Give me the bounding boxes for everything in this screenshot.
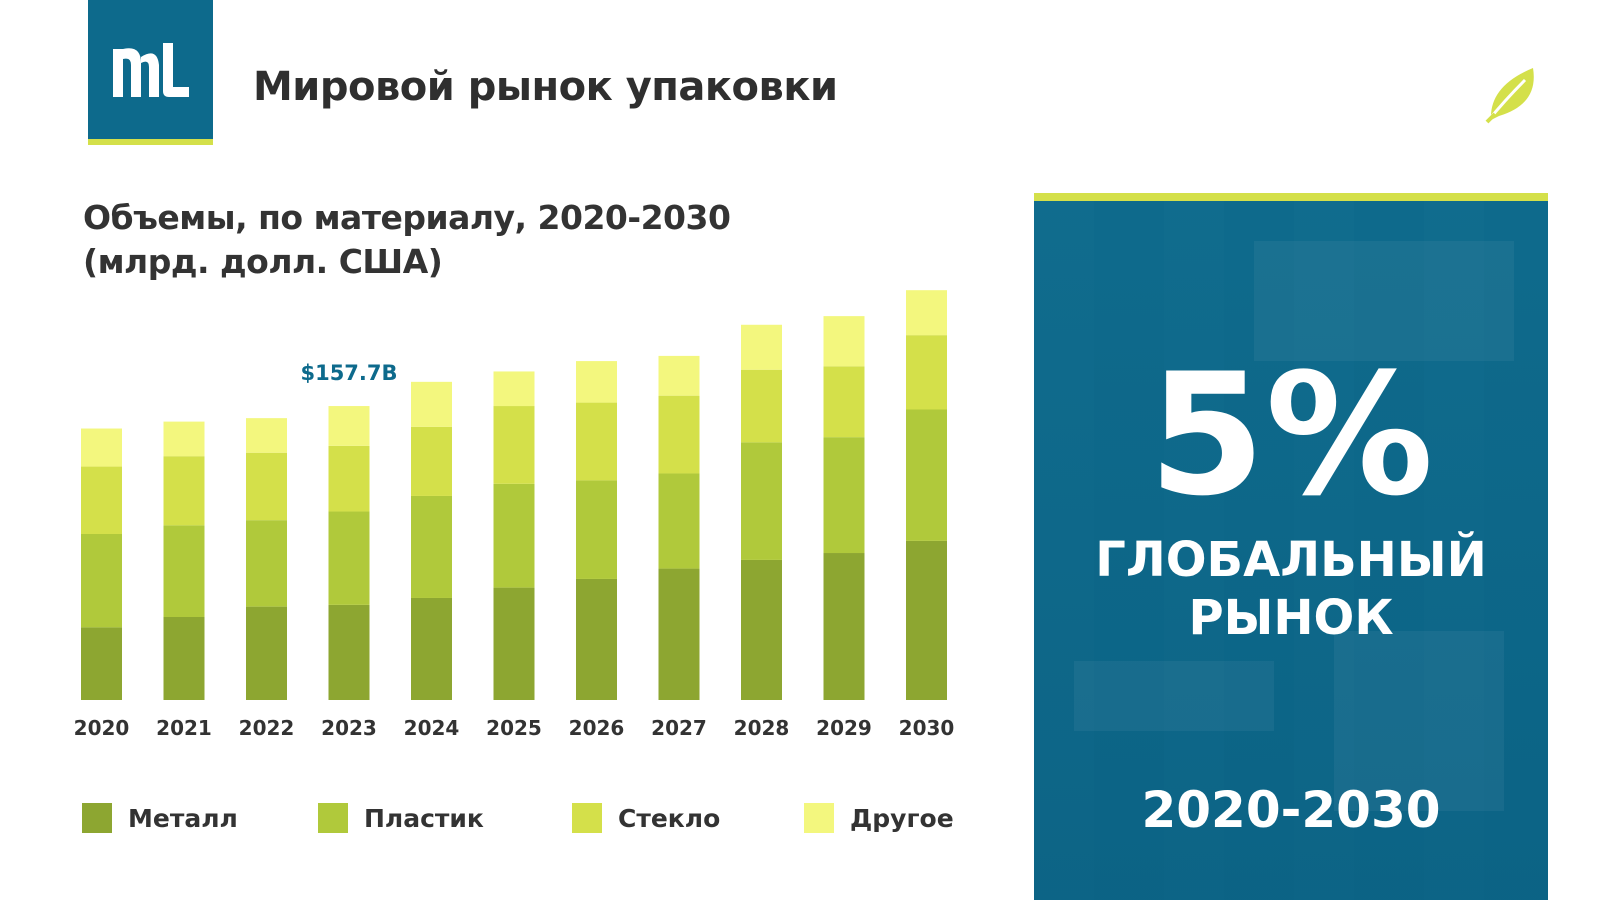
logo-mark-icon (112, 42, 189, 97)
legend-label: Другое (850, 803, 954, 833)
chart-title: Объемы, по материалу, 2020-2030 (млрд. д… (83, 196, 943, 284)
panel-background-shape (1254, 241, 1514, 361)
bar-segment-2024-2 (411, 426, 452, 496)
stat-panel: 5% ГЛОБАЛЬНЫЙ РЫНОК 2020-2030 (1034, 193, 1548, 900)
legend-swatch (804, 803, 834, 833)
x-tick-label: 2022 (239, 716, 295, 740)
bar-segment-2020-0 (81, 627, 122, 700)
x-tick-label: 2020 (74, 716, 130, 740)
bar-segment-2026-2 (576, 402, 617, 481)
bar-segment-2030-2 (906, 335, 947, 410)
x-tick-label: 2028 (734, 716, 790, 740)
bar-segment-2020-3 (81, 428, 122, 467)
bar-segment-2021-1 (163, 525, 205, 617)
x-tick-label: 2024 (404, 716, 460, 740)
bar-segment-2025-1 (493, 483, 535, 588)
panel-subtitle-line-2: РЫНОК (1188, 590, 1394, 646)
bar-annotation-label: $157.7B (300, 361, 397, 385)
bar-segment-2026-0 (576, 578, 617, 700)
legend-swatch (318, 803, 348, 833)
bar-segment-2023-1 (328, 511, 370, 605)
x-tick-label: 2030 (899, 716, 955, 740)
bar-segment-2024-3 (411, 381, 452, 427)
x-tick-label: 2025 (486, 716, 542, 740)
bar-segment-2024-1 (411, 495, 452, 598)
bar-segment-2022-2 (246, 452, 287, 521)
chart-title-line-2: (млрд. долл. США) (83, 242, 443, 281)
panel-subtitle: ГЛОБАЛЬНЫЙ РЫНОК (1034, 531, 1548, 647)
bar-segment-2022-3 (246, 418, 287, 453)
bar-segment-2029-1 (823, 437, 865, 554)
bar-segment-2030-1 (906, 409, 947, 541)
legend-label: Пластик (364, 803, 484, 833)
x-tick-label: 2029 (816, 716, 872, 740)
bar-segment-2028-0 (741, 559, 782, 700)
legend-item: Металл (82, 803, 238, 833)
bar-segment-2021-3 (163, 421, 205, 457)
panel-background-shape (1334, 631, 1504, 811)
bar-segment-2030-3 (906, 290, 947, 336)
legend-label: Стекло (618, 803, 721, 833)
bar-segment-2020-1 (81, 534, 122, 628)
bar-segment-2023-0 (328, 604, 370, 700)
stacked-bar-chart: 2020 2021 2022 2023 $157.7B 2024 2025 2026 2027 2… (74, 290, 955, 740)
bar-segment-2028-3 (741, 324, 782, 370)
bar-segment-2021-0 (163, 617, 205, 700)
bar-segment-2029-0 (823, 553, 865, 700)
bar-segment-2026-3 (576, 361, 617, 403)
bar-segment-2022-0 (246, 606, 287, 700)
bar-segment-2027-1 (658, 473, 700, 569)
x-tick-label: 2027 (651, 716, 707, 740)
x-tick-label: 2021 (156, 716, 212, 740)
x-tick-label: 2026 (569, 716, 625, 740)
bar-segment-2025-2 (493, 406, 535, 484)
panel-period: 2020-2030 (1141, 781, 1441, 839)
bar-segment-2021-2 (163, 456, 205, 526)
logo (88, 0, 213, 145)
legend-item: Стекло (572, 803, 720, 833)
legend-item: Другое (804, 803, 954, 833)
panel-subtitle-line-1: ГЛОБАЛЬНЫЙ (1095, 532, 1487, 588)
bar-segment-2030-0 (906, 540, 947, 700)
page-title: Мировой рынок упаковки (253, 64, 838, 110)
legend-swatch (82, 803, 112, 833)
bar-segment-2025-0 (493, 587, 535, 700)
chart-legend: Металл Пластик Стекло Другое (82, 803, 982, 833)
x-tick-label: 2023 (321, 716, 377, 740)
bar-segment-2025-3 (493, 371, 535, 407)
bar-segment-2029-3 (823, 316, 865, 367)
bar-segment-2027-3 (658, 355, 700, 396)
legend-label: Металл (128, 803, 238, 833)
bar-segment-2027-2 (658, 395, 700, 474)
bar-segment-2027-0 (658, 568, 700, 700)
legend-item: Пластик (318, 803, 484, 833)
bar-segment-2023-3 (328, 406, 370, 446)
legend-swatch (572, 803, 602, 833)
bar-segment-2020-2 (81, 466, 122, 534)
bar-segment-2029-2 (823, 366, 865, 438)
growth-value: 5% (1148, 337, 1434, 533)
bar-segment-2024-0 (411, 597, 452, 700)
bar-segment-2023-2 (328, 445, 370, 512)
panel-background-shape (1074, 661, 1274, 731)
bar-segment-2026-1 (576, 480, 617, 579)
chart-title-line-1: Объемы, по материалу, 2020-2030 (83, 198, 731, 237)
leaf-icon (1485, 68, 1534, 124)
bar-segment-2028-1 (741, 442, 782, 560)
bar-segment-2028-2 (741, 369, 782, 443)
bar-segment-2022-1 (246, 520, 287, 607)
